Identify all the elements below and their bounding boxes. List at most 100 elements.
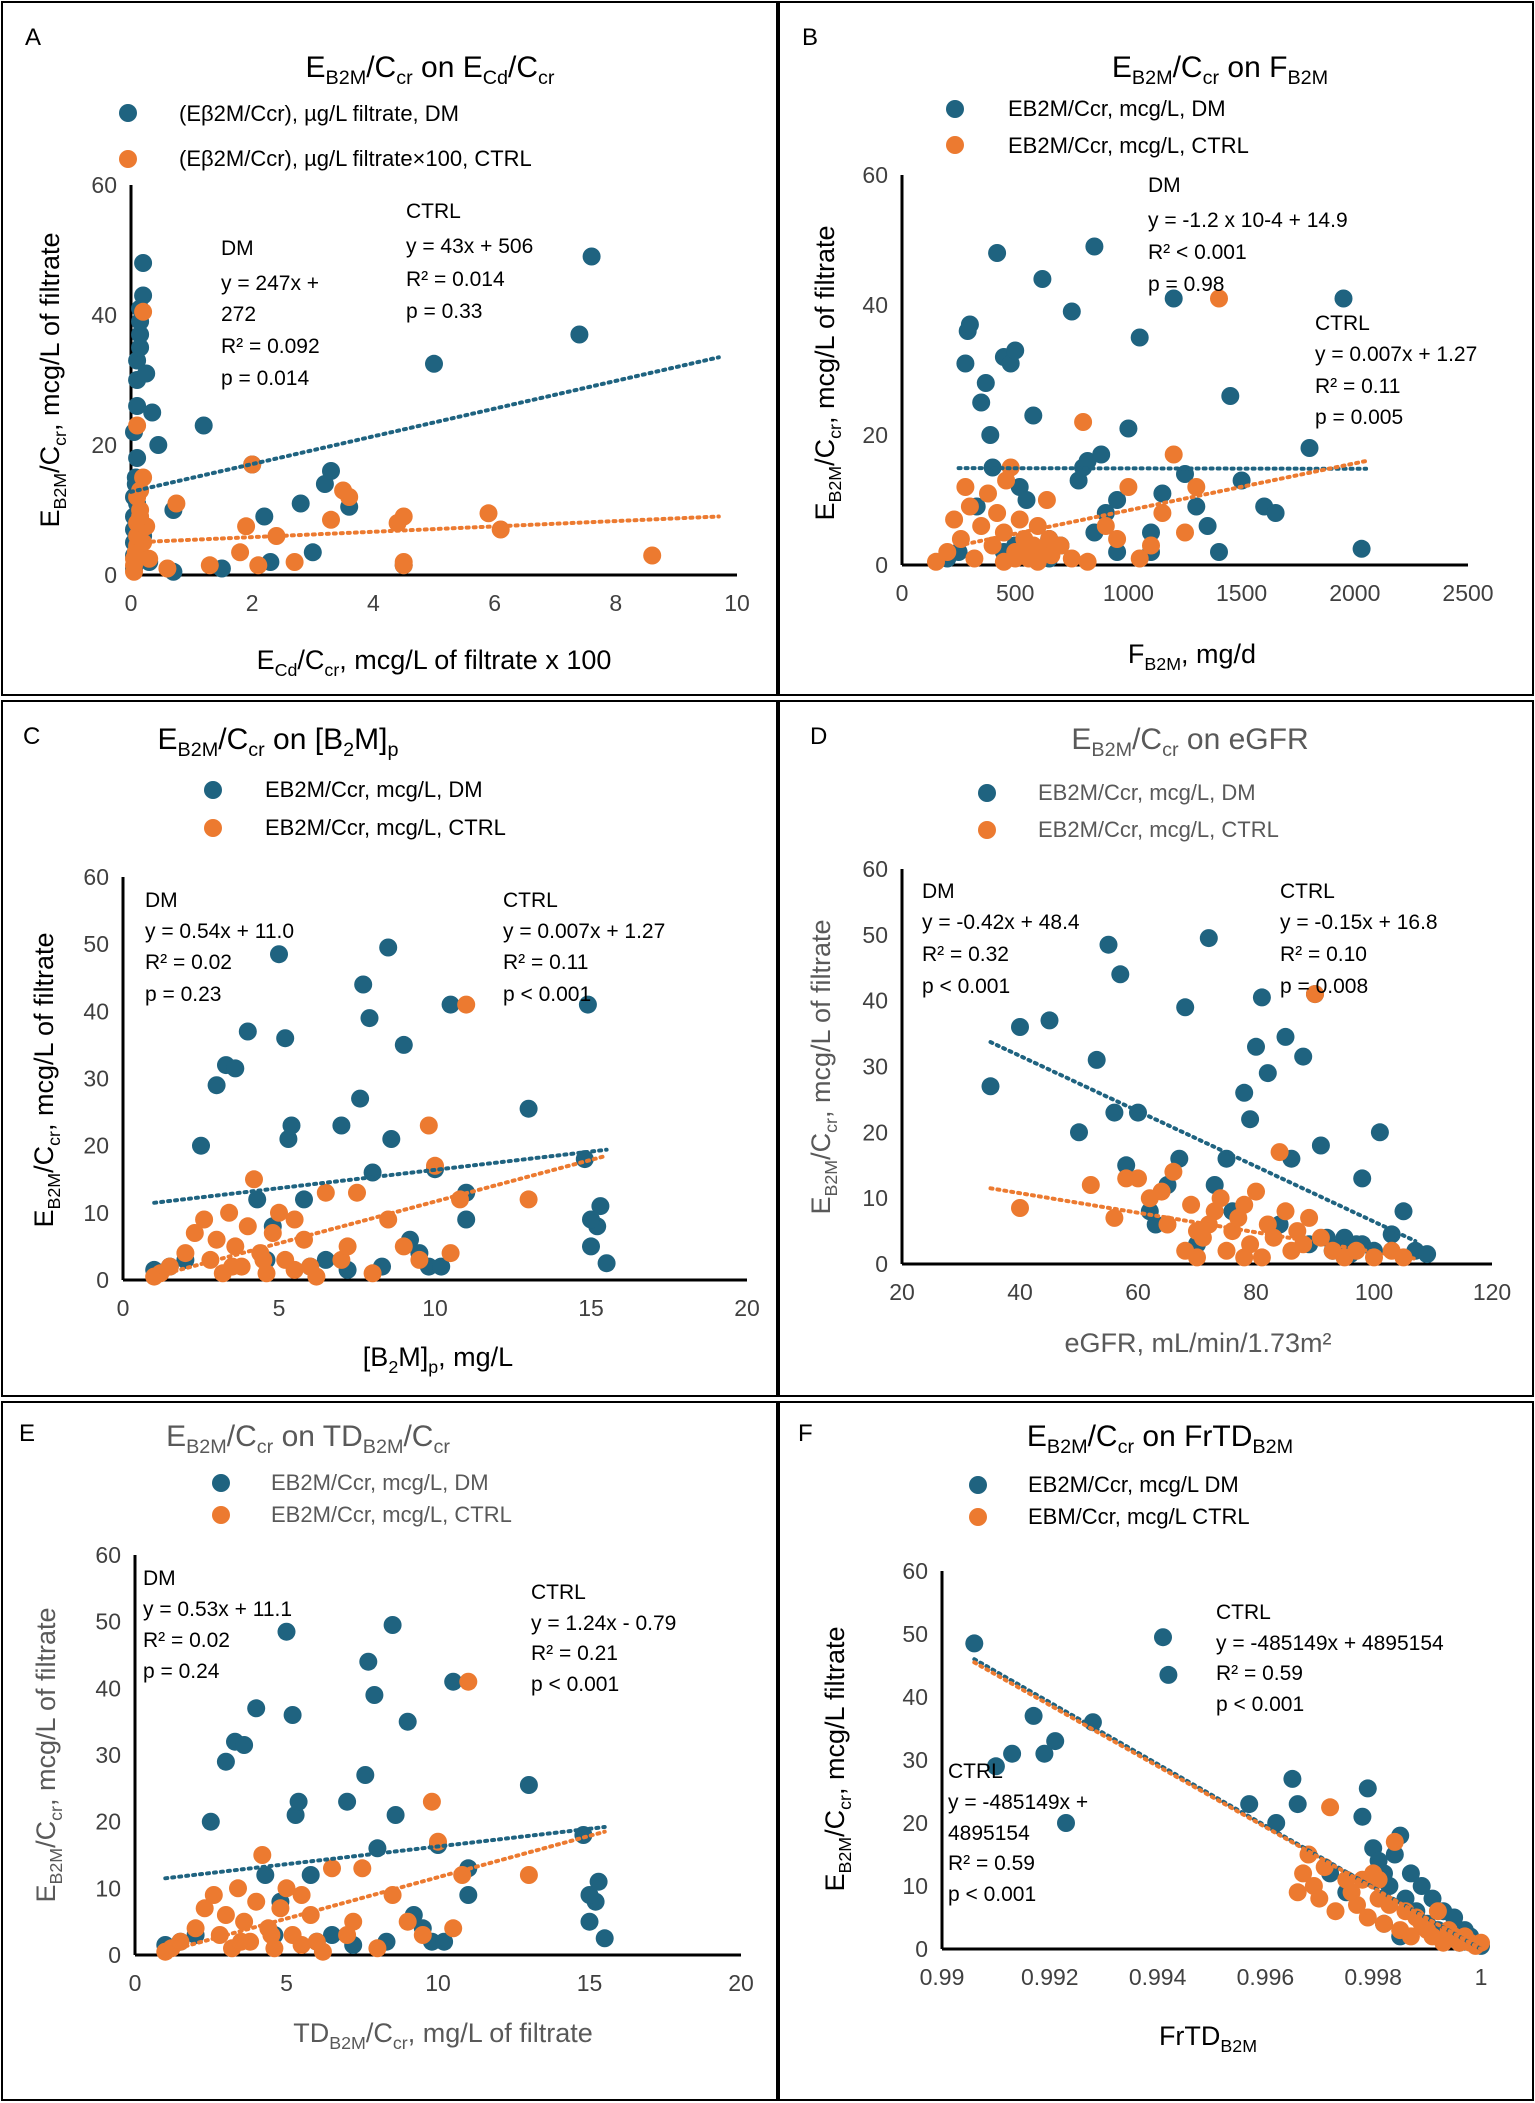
svg-text:DM: DM bbox=[922, 880, 955, 903]
data-point-ctrl bbox=[253, 1846, 272, 1864]
svg-text:R² = 0.32: R² = 0.32 bbox=[922, 943, 1009, 966]
data-point-dm bbox=[360, 1009, 379, 1028]
data-point-ctrl bbox=[972, 517, 991, 535]
data-point-ctrl bbox=[519, 1866, 538, 1884]
svg-text:p = 0.005: p = 0.005 bbox=[1315, 406, 1403, 429]
svg-text:R² = 0.59: R² = 0.59 bbox=[948, 1852, 1035, 1875]
data-point-dm bbox=[965, 1634, 984, 1653]
data-point-ctrl bbox=[1375, 1914, 1393, 1933]
data-point-ctrl bbox=[1081, 1176, 1100, 1194]
data-point-dm bbox=[143, 403, 162, 422]
data-point-dm bbox=[457, 1210, 476, 1229]
data-point-dm bbox=[1187, 497, 1206, 516]
data-point-ctrl bbox=[960, 497, 979, 516]
data-point-dm bbox=[322, 462, 340, 480]
y-tick-label: 10 bbox=[862, 1185, 888, 1211]
data-point-ctrl bbox=[1385, 1832, 1404, 1851]
svg-text:R² < 0.001: R² < 0.001 bbox=[1148, 241, 1247, 264]
data-point-dm bbox=[582, 247, 601, 266]
data-point-ctrl bbox=[292, 1886, 311, 1904]
legend-label-dm: EB2M/Ccr, mcg/L, DM bbox=[265, 777, 483, 802]
data-point-dm bbox=[277, 1622, 296, 1641]
x-tick-label: 40 bbox=[1007, 1279, 1033, 1305]
y-axis-label: EB2M/Ccr, mcg/L filtrate bbox=[820, 1626, 855, 1891]
svg-text:CTRL: CTRL bbox=[531, 1581, 586, 1604]
data-point-ctrl bbox=[232, 1932, 251, 1951]
data-point-dm bbox=[1099, 935, 1118, 954]
legend-label-dm: EB2M/Ccr, mcg/L, DM bbox=[1008, 96, 1226, 121]
data-point-ctrl bbox=[257, 1264, 276, 1283]
data-point-dm bbox=[960, 315, 979, 334]
data-point-ctrl bbox=[307, 1267, 326, 1286]
trendline-ctrl bbox=[972, 1660, 1483, 1951]
x-tick-label: 0 bbox=[125, 590, 138, 616]
y-tick-label: 60 bbox=[862, 162, 888, 188]
x-tick-label: 1000 bbox=[1103, 580, 1154, 606]
x-tick-label: 10 bbox=[422, 1295, 448, 1321]
data-point-dm bbox=[1385, 1845, 1404, 1864]
data-point-dm bbox=[972, 393, 991, 412]
y-tick-label: 30 bbox=[862, 1054, 888, 1080]
data-point-dm bbox=[256, 1866, 275, 1884]
data-point-ctrl bbox=[231, 543, 250, 562]
y-tick-label: 0 bbox=[104, 562, 117, 588]
data-point-ctrl bbox=[1276, 1202, 1295, 1221]
x-tick-label: 0 bbox=[117, 1295, 130, 1321]
data-point-dm bbox=[441, 995, 460, 1014]
x-axis-label: TDB2M/Ccr, mg/L of filtrate bbox=[293, 2018, 593, 2053]
y-tick-label: 60 bbox=[902, 1558, 928, 1584]
x-tick-label: 60 bbox=[1125, 1279, 1151, 1305]
data-point-ctrl bbox=[195, 1210, 214, 1229]
y-tick-label: 40 bbox=[862, 988, 888, 1014]
x-tick-label: 2000 bbox=[1329, 580, 1380, 606]
data-point-dm bbox=[295, 1190, 313, 1209]
data-point-ctrl bbox=[979, 484, 997, 503]
x-tick-label: 5 bbox=[280, 1970, 293, 1996]
data-point-ctrl bbox=[1142, 536, 1160, 555]
x-tick-label: 5 bbox=[273, 1295, 286, 1321]
x-tick-label: 0.996 bbox=[1237, 1964, 1295, 1990]
panel-letter: D bbox=[810, 723, 827, 750]
data-point-dm bbox=[235, 1736, 254, 1754]
svg-text:p = 0.98: p = 0.98 bbox=[1148, 273, 1224, 296]
data-point-ctrl bbox=[207, 1230, 226, 1249]
data-point-dm bbox=[238, 1022, 257, 1041]
panel-letter: A bbox=[25, 24, 41, 51]
x-tick-label: 2 bbox=[246, 590, 259, 616]
svg-text:R² = 0.11: R² = 0.11 bbox=[503, 951, 588, 974]
data-point-ctrl bbox=[353, 1859, 372, 1878]
data-point-ctrl bbox=[285, 1260, 304, 1279]
data-point-ctrl bbox=[223, 1257, 242, 1276]
svg-text:p = 0.008: p = 0.008 bbox=[1280, 975, 1368, 998]
svg-text:DM: DM bbox=[1148, 174, 1181, 197]
data-point-ctrl bbox=[945, 510, 964, 529]
data-point-ctrl bbox=[1152, 1182, 1171, 1201]
data-point-dm bbox=[359, 1652, 378, 1671]
data-point-dm bbox=[134, 254, 153, 272]
data-point-dm bbox=[1024, 406, 1043, 425]
data-point-dm bbox=[595, 1929, 614, 1948]
data-point-ctrl bbox=[226, 1237, 245, 1256]
legend-label-ctrl: EB2M/Ccr, mcg/L, CTRL bbox=[1038, 817, 1279, 842]
data-point-ctrl bbox=[1235, 1248, 1254, 1267]
data-point-dm bbox=[1003, 1744, 1022, 1763]
legend-marker-dm bbox=[212, 1474, 230, 1492]
data-point-ctrl bbox=[394, 1237, 413, 1256]
data-point-dm bbox=[1142, 523, 1160, 542]
chart-a: A EB2M/Ccr on ECd/Ccr (Eβ2M/Ccr), µg/L f… bbox=[25, 24, 750, 680]
data-point-dm bbox=[379, 938, 398, 957]
annotation-dm: DM y = -1.2 x 10-4 + 14.9 R² < 0.001 p =… bbox=[1148, 174, 1348, 296]
annotation-dm: DM y = 0.53x + 11.1 R² = 0.02 p = 0.24 bbox=[143, 1567, 292, 1683]
data-point-dm bbox=[1046, 1732, 1065, 1751]
data-point-dm bbox=[338, 1792, 357, 1811]
data-point-dm bbox=[591, 1197, 610, 1216]
data-point-dm bbox=[580, 1912, 599, 1931]
y-tick-label: 30 bbox=[902, 1747, 928, 1773]
data-point-dm bbox=[432, 1257, 451, 1276]
data-point-ctrl bbox=[457, 995, 476, 1014]
data-point-dm bbox=[1035, 1744, 1054, 1763]
data-point-ctrl bbox=[195, 1899, 214, 1918]
data-point-ctrl bbox=[158, 559, 177, 578]
svg-text:R² = 0.11: R² = 0.11 bbox=[1315, 375, 1400, 398]
data-point-dm bbox=[1258, 1064, 1277, 1083]
